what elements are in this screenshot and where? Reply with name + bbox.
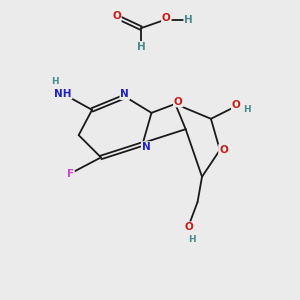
Text: H: H <box>188 235 195 244</box>
Text: O: O <box>174 97 183 106</box>
Text: O: O <box>219 145 228 155</box>
Text: NH: NH <box>54 88 72 98</box>
Text: H: H <box>184 15 193 25</box>
Text: O: O <box>162 13 171 23</box>
Text: H: H <box>51 77 59 86</box>
Text: N: N <box>142 142 151 152</box>
Text: O: O <box>232 100 241 110</box>
Text: F: F <box>67 169 74 179</box>
Text: H: H <box>137 42 146 52</box>
Text: O: O <box>112 11 121 21</box>
Text: H: H <box>243 105 251 114</box>
Text: N: N <box>120 89 129 99</box>
Text: O: O <box>184 222 193 232</box>
